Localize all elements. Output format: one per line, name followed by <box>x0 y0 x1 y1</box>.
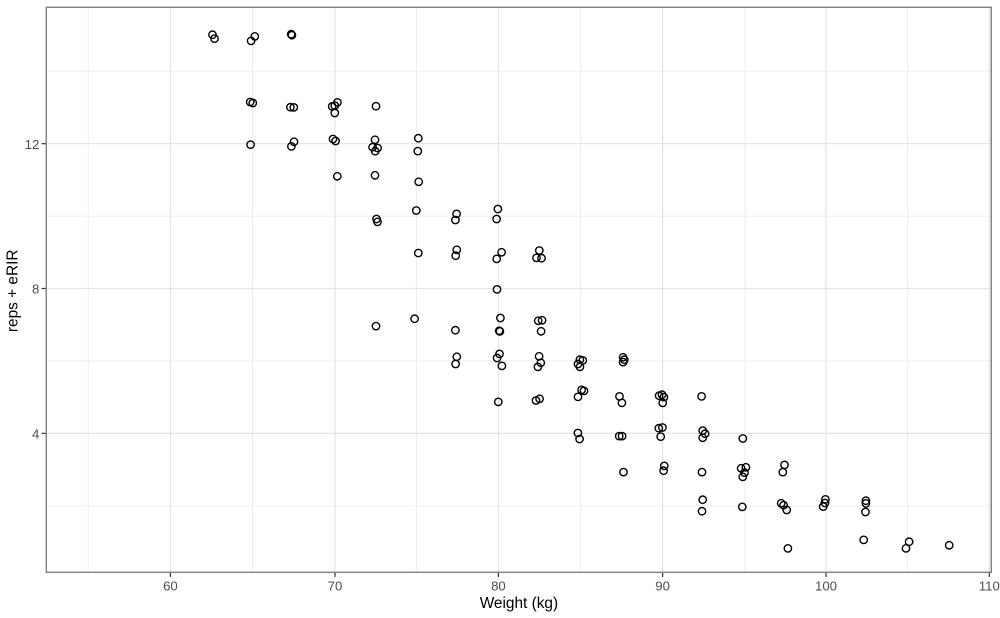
svg-text:60: 60 <box>163 579 178 594</box>
svg-text:80: 80 <box>491 579 506 594</box>
svg-text:70: 70 <box>328 579 343 594</box>
svg-text:8: 8 <box>32 282 39 297</box>
svg-text:4: 4 <box>32 427 39 442</box>
svg-text:Weight (kg): Weight (kg) <box>480 595 558 612</box>
svg-text:reps + eRIR: reps + eRIR <box>5 250 22 333</box>
svg-text:90: 90 <box>655 579 670 594</box>
svg-text:110: 110 <box>979 579 1000 594</box>
svg-text:100: 100 <box>815 579 837 594</box>
svg-text:12: 12 <box>25 137 40 152</box>
